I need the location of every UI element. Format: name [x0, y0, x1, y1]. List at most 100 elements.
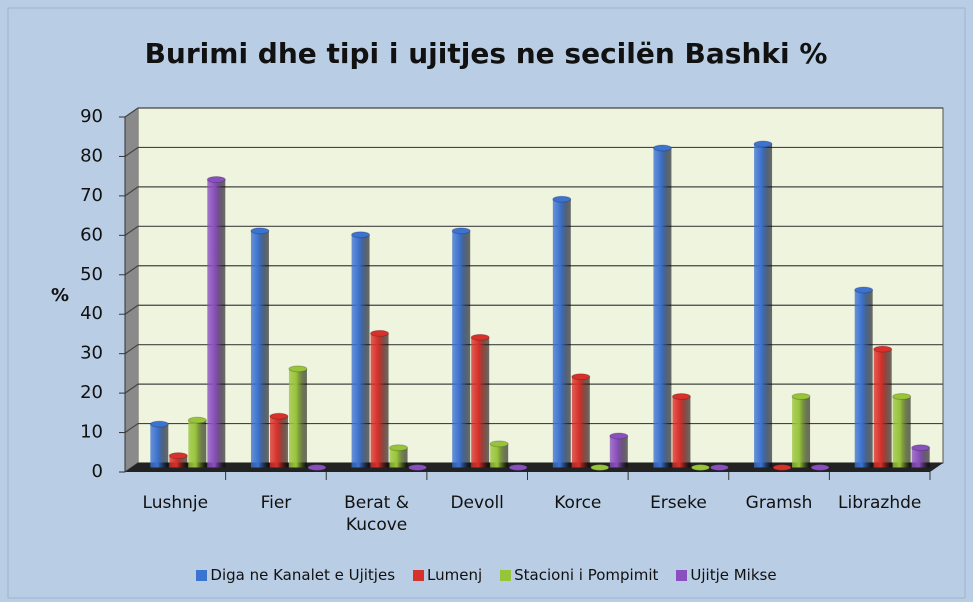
bar-body: [370, 333, 389, 468]
bar-body: [188, 420, 207, 468]
grid-line: [124, 304, 943, 315]
bar-cap: [873, 345, 893, 353]
y-axis-title: %: [51, 285, 69, 306]
bar-body: [490, 443, 509, 468]
bar-cap: [671, 393, 691, 400]
bar: [690, 464, 710, 471]
legend-item: Ujitje Mikse: [676, 566, 777, 584]
bar-cap: [307, 464, 327, 471]
bar-cap: [288, 365, 308, 373]
legend-label: Stacioni i Pompimit: [514, 566, 659, 584]
bar-cap: [552, 195, 572, 203]
y-tick-label: 0: [92, 461, 103, 482]
bar: [489, 440, 509, 468]
y-tick-label: 10: [80, 422, 103, 443]
bar: [892, 393, 912, 468]
bar: [370, 329, 390, 468]
bar-cap: [451, 227, 471, 235]
bar: [149, 420, 169, 468]
bar: [753, 140, 773, 468]
bar: [187, 416, 207, 468]
bar: [389, 444, 409, 468]
bar-body: [207, 179, 226, 468]
bar-body: [269, 416, 288, 468]
bar-body: [911, 447, 930, 468]
bar-cap: [370, 329, 390, 337]
grid-line: [124, 225, 943, 236]
y-tick-label: 50: [80, 264, 103, 285]
bar: [911, 444, 931, 468]
bar-cap: [250, 227, 270, 235]
bar: [590, 464, 610, 471]
bar-cap: [389, 444, 409, 452]
bar-cap: [187, 416, 207, 424]
legend-item: Lumenj: [413, 566, 482, 584]
bar-cap: [408, 464, 428, 471]
bar: [609, 432, 629, 468]
y-tick-label: 20: [80, 382, 103, 403]
bar-cap: [508, 464, 528, 471]
bar-cap: [911, 444, 931, 452]
bar: [709, 464, 729, 471]
bar-cap: [854, 286, 874, 294]
bar-body: [288, 368, 307, 468]
legend-swatch: [413, 569, 425, 581]
grid-line: [124, 146, 943, 157]
bar-cap: [609, 432, 629, 440]
bar: [250, 227, 270, 468]
bar: [652, 144, 672, 468]
floor: [125, 463, 943, 472]
bar: [470, 333, 490, 468]
bar-cap: [489, 440, 509, 448]
grid-line: [124, 383, 943, 394]
legend: Diga ne Kanalet e Ujitjes Lumenj Stacioni …: [0, 566, 973, 584]
y-tick-label: 90: [80, 106, 103, 127]
bar-cap: [269, 412, 289, 420]
bar: [269, 412, 289, 468]
bar: [552, 195, 572, 468]
bar-cap: [149, 420, 169, 428]
bar-cap: [753, 140, 773, 148]
bar-cap: [571, 373, 591, 381]
bar-body: [250, 230, 269, 468]
bar-body: [854, 290, 873, 468]
chart-title: Burimi dhe tipi i ujitjes ne secilën Bas…: [145, 37, 828, 70]
bar: [408, 464, 428, 471]
bar: [508, 464, 528, 471]
grid-line: [124, 107, 943, 118]
bar-cap: [772, 464, 792, 471]
bar-body: [552, 199, 571, 468]
bar-body: [571, 376, 590, 468]
bar: [288, 365, 308, 468]
bar-cap: [709, 464, 729, 471]
bar-body: [609, 435, 628, 468]
bar-cap: [690, 464, 710, 471]
legend-label: Lumenj: [427, 566, 483, 584]
legend-swatch: [500, 569, 512, 581]
bar-body: [389, 447, 408, 468]
legend-label: Ujitje Mikse: [690, 566, 777, 584]
bar: [206, 176, 226, 468]
bar-cap: [892, 393, 912, 400]
bar-cap: [351, 231, 371, 239]
x-tick-label: Lushnje: [142, 493, 209, 513]
bar-cap: [168, 452, 188, 460]
bar-body: [653, 148, 672, 468]
bar: [351, 231, 371, 468]
bar-body: [169, 455, 188, 468]
bar-body: [892, 396, 911, 468]
bar: [854, 286, 874, 468]
y-tick-label: 80: [80, 145, 103, 166]
x-tick-label: Korce: [554, 493, 602, 513]
frame: [7, 7, 966, 599]
bar-cap: [810, 464, 830, 471]
bar-cap: [470, 333, 490, 341]
x-tick-label: Devoll: [450, 493, 504, 513]
bar-body: [754, 144, 773, 468]
bar-body: [873, 349, 892, 468]
legend-swatch: [676, 569, 688, 581]
x-tick-label: Librazhde: [838, 493, 922, 513]
bar-body: [792, 396, 811, 468]
